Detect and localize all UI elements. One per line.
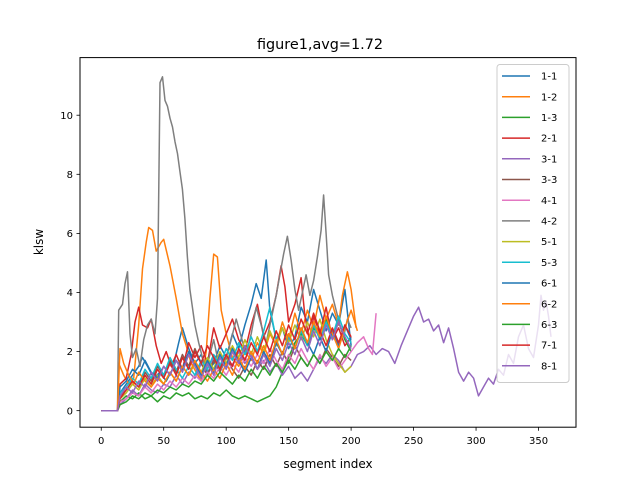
legend-label: 4-2 — [541, 217, 557, 228]
y-tick-label: 2 — [67, 347, 73, 358]
legend-label: 4-1 — [541, 196, 557, 207]
series-line-6-1 — [101, 324, 352, 412]
legend-label: 1-1 — [541, 72, 557, 83]
x-tick-label: 100 — [217, 436, 236, 447]
x-tick-label: 350 — [529, 436, 548, 447]
x-tick-label: 200 — [342, 436, 361, 447]
x-tick-label: 250 — [404, 436, 423, 447]
y-tick-label: 0 — [67, 406, 73, 417]
x-tick-label: 150 — [279, 436, 298, 447]
y-tick-label: 10 — [60, 111, 73, 122]
series-line-4-1 — [101, 313, 377, 412]
x-tick-label: 0 — [98, 436, 104, 447]
legend-label: 7-1 — [541, 341, 557, 352]
x-tick-label: 50 — [157, 436, 170, 447]
series-line-2-1 — [101, 265, 352, 412]
legend-label: 3-1 — [541, 154, 557, 165]
legend-box — [496, 64, 570, 383]
legend-label: 6-2 — [541, 299, 557, 310]
plot-frame — [79, 57, 577, 428]
legend-label: 5-1 — [541, 237, 557, 248]
legend-label: 1-2 — [541, 92, 557, 103]
plot-lines — [101, 76, 552, 412]
legend-label: 2-1 — [541, 134, 557, 145]
x-tick-label: 300 — [467, 436, 486, 447]
legend-label: 6-1 — [541, 279, 557, 290]
y-axis-ticks: 0 2 4 6 8 10 — [60, 111, 80, 417]
series-line-6-2 — [101, 309, 359, 412]
y-tick-label: 6 — [67, 229, 73, 240]
series-line-8-1 — [101, 321, 352, 412]
legend-items: 1-1 1-2 1-3 2-1 3-1 3-3 4-1 4-2 5-1 5-3 6-1 6-2 6-3 7… — [502, 72, 557, 372]
series-line-6-3 — [101, 345, 352, 412]
x-axis-ticks: 0 50 100 150 200 250 300 350 — [98, 427, 548, 447]
legend-label: 6-3 — [541, 320, 557, 331]
x-axis-label: segment index — [283, 457, 372, 471]
series-line-5-3 — [101, 306, 352, 412]
legend-label: 5-3 — [541, 258, 557, 269]
series-line-4-2 — [101, 76, 352, 412]
y-tick-label: 8 — [67, 170, 73, 181]
legend-label: 8-1 — [541, 361, 557, 372]
chart-title: figure1,avg=1.72 — [257, 37, 383, 53]
legend-label: 1-3 — [541, 113, 557, 124]
y-axis-label: klsw — [32, 229, 46, 256]
legend: 1-1 1-2 1-3 2-1 3-1 3-3 4-1 4-2 5-1 5-3 6-1 6-2 6-3 7… — [496, 64, 570, 383]
legend-label: 3-3 — [541, 175, 557, 186]
y-tick-label: 4 — [67, 288, 73, 299]
